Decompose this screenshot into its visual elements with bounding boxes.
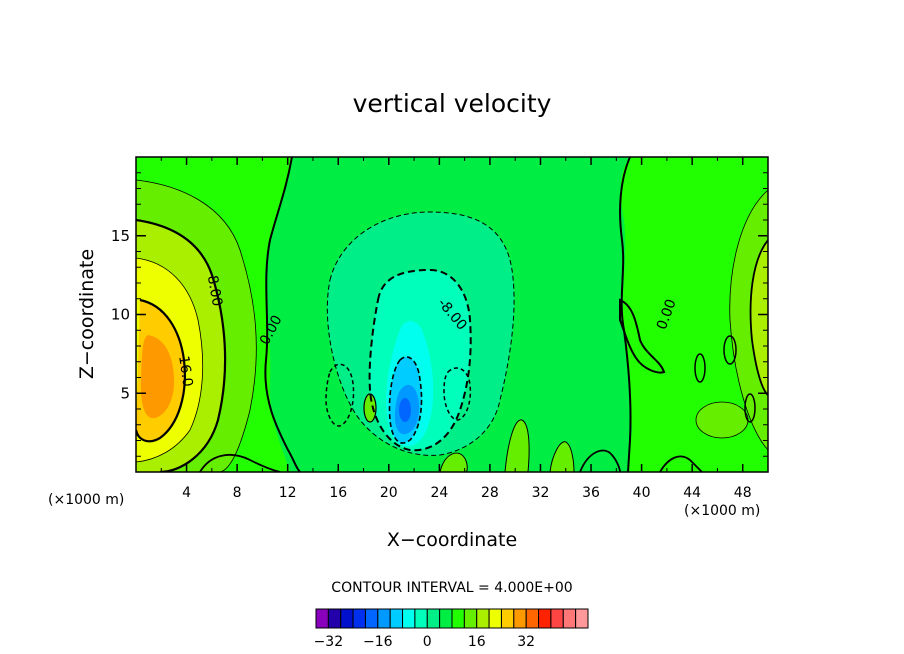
x-tick-label: 36 [582, 485, 600, 501]
contour-line-neg-8 [368, 268, 472, 452]
legend-swatch [562, 608, 577, 629]
legend-swatch [525, 608, 540, 629]
legend-swatch [389, 608, 404, 629]
legend-swatch [352, 608, 366, 629]
legend-swatch [538, 608, 552, 629]
contour-line-neg-small-right [443, 367, 472, 421]
chart-title: vertical velocity [353, 89, 552, 118]
legend-tick-label: −32 [314, 634, 344, 650]
x-tick-label: 4 [182, 485, 191, 501]
contour-line-thin-left-2 [136, 257, 204, 463]
x-unit-right: (×1000 m) [684, 503, 760, 519]
contour-line-bottom-wiggle-3 [659, 455, 703, 472]
contour-field [136, 157, 768, 472]
y-axis-label: Z−coordinate [76, 249, 98, 379]
contour-line-island-right [619, 298, 666, 374]
contour-line-right-0 [619, 157, 632, 472]
legend-swatch [402, 608, 416, 629]
legend-swatch [315, 608, 329, 629]
x-tick-label: 48 [734, 485, 752, 501]
band-right-pos-4 [729, 190, 768, 450]
band-pos-20 [140, 335, 175, 419]
legend-swatch [340, 608, 354, 629]
contour-line-neg-16 [388, 356, 423, 444]
legend-swatch [451, 608, 465, 629]
legend-swatch [575, 608, 589, 629]
x-tick-label: 12 [279, 485, 297, 501]
contour-line-small-ellipse-2 [723, 335, 737, 365]
legend-swatch [463, 608, 478, 629]
contour-line-thin-left [136, 179, 257, 472]
band-neg-24 [399, 398, 411, 422]
contour-line-small-ellipse-1 [694, 353, 706, 383]
legend-tick-label: −16 [363, 634, 393, 650]
color-legend [315, 608, 589, 629]
x-tick-label: 8 [233, 485, 242, 501]
contour-label: 16.0 [175, 355, 195, 388]
blob-bottom-3 [549, 441, 575, 472]
blob-bottom-2 [439, 452, 468, 472]
x-axis: 4 8 12 16 20 24 28 32 36 40 44 48 [160, 157, 752, 501]
x-unit-left: (×1000 m) [48, 492, 124, 508]
legend-swatch [377, 608, 391, 629]
legend-swatch [426, 608, 441, 629]
contour-line-left-8 [136, 218, 227, 472]
legend-swatch [550, 608, 564, 629]
contour-line-bottom-wiggle [199, 454, 281, 472]
legend-swatch [414, 608, 428, 629]
contour-line-left-16 [136, 298, 186, 443]
x-tick-label: 20 [380, 485, 398, 501]
blob-left-small [363, 393, 377, 423]
x-tick-label: 32 [532, 485, 550, 501]
contour-line-small-ellipse-3 [744, 393, 756, 423]
legend-tick-label: 0 [423, 634, 432, 650]
legend-labels: −32 −16 0 16 32 [314, 634, 536, 650]
legend-swatch [488, 608, 502, 629]
contour-line-neg-4 [326, 211, 515, 456]
x-axis-label: X−coordinate [387, 529, 517, 551]
contour-label: 8.00 [204, 274, 225, 307]
contour-line-left-0 [264, 157, 301, 472]
legend-swatch [500, 608, 515, 629]
y-tick-label: 10 [111, 306, 130, 324]
contour-line-bottom-wiggle-2 [579, 449, 621, 472]
x-tick-label: 28 [481, 485, 499, 501]
contour-line-right-2 [749, 239, 768, 396]
contour-interval: CONTOUR INTERVAL = 4.000E+00 [331, 580, 572, 596]
contour-line-right-thin [729, 189, 768, 451]
blob-bottom-1 [504, 419, 530, 472]
legend-tick-label: 32 [517, 634, 535, 650]
legend-swatch [476, 608, 490, 629]
x-tick-label: 40 [633, 485, 651, 501]
legend-swatch [364, 608, 379, 629]
legend-swatch [327, 608, 342, 629]
y-tick-label: 5 [120, 384, 130, 402]
legend-tick-label: 16 [468, 634, 486, 650]
x-tick-label: 44 [683, 485, 701, 501]
y-tick-label: 15 [111, 227, 130, 245]
x-tick-label: 16 [329, 485, 347, 501]
x-tick-label: 24 [430, 485, 448, 501]
legend-swatch [439, 608, 453, 629]
blob-right-lower [695, 401, 749, 439]
legend-swatch [513, 608, 527, 629]
y-axis: 5 10 15 [111, 172, 768, 457]
contour-line-neg-small-left [325, 363, 355, 427]
